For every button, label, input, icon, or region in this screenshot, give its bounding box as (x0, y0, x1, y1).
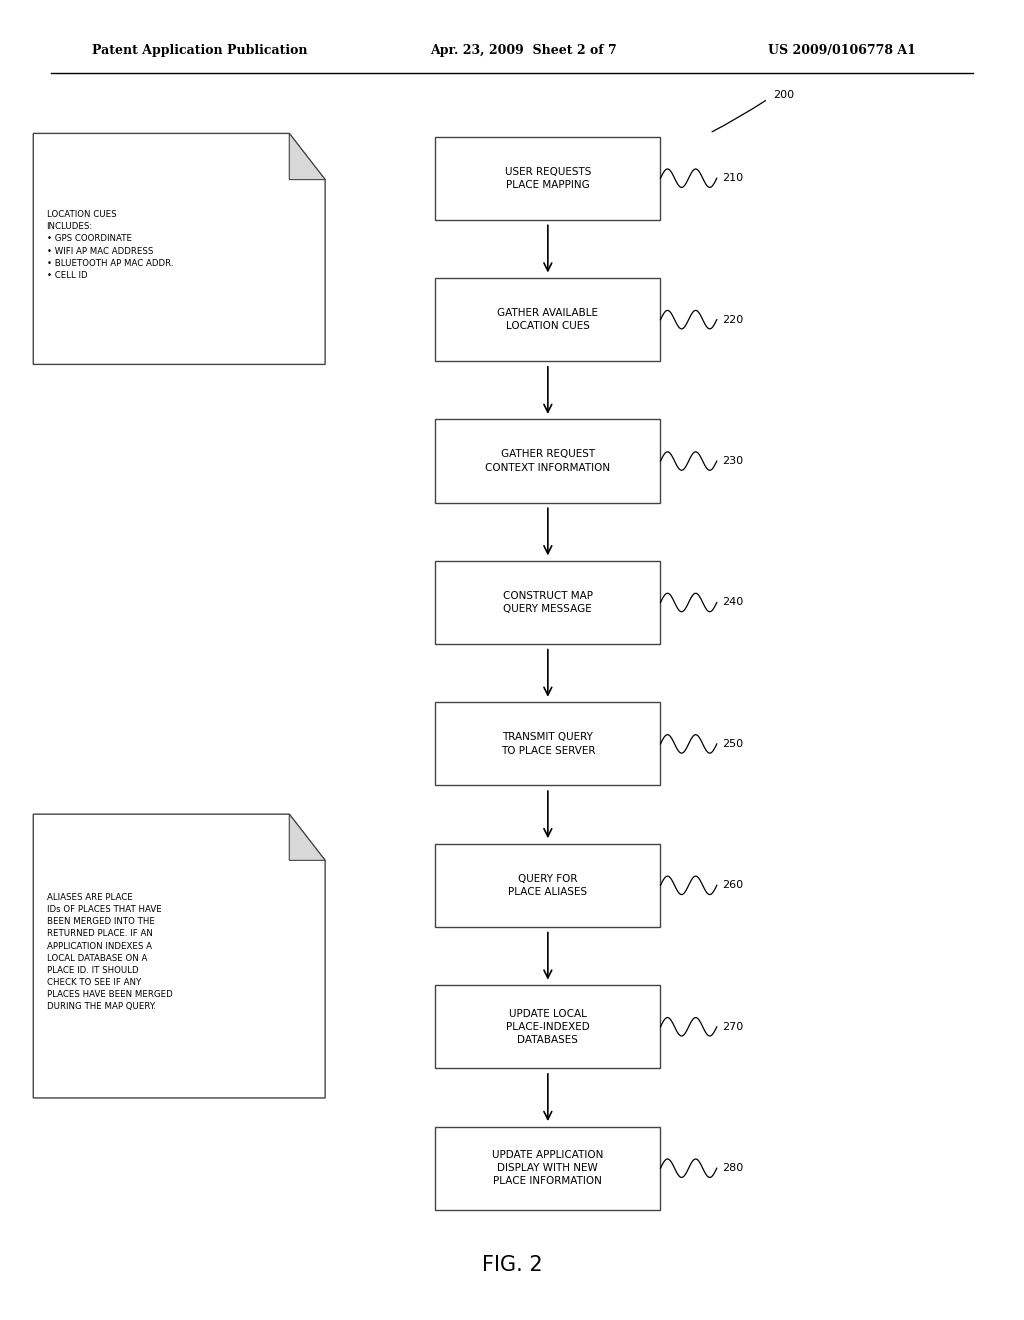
Text: 210: 210 (722, 173, 743, 183)
Text: 250: 250 (722, 739, 743, 748)
Text: 240: 240 (722, 598, 743, 607)
Text: UPDATE APPLICATION
DISPLAY WITH NEW
PLACE INFORMATION: UPDATE APPLICATION DISPLAY WITH NEW PLAC… (493, 1150, 603, 1187)
Text: 220: 220 (722, 314, 743, 325)
Text: GATHER REQUEST
CONTEXT INFORMATION: GATHER REQUEST CONTEXT INFORMATION (485, 449, 610, 473)
FancyBboxPatch shape (435, 136, 660, 219)
Text: Patent Application Publication: Patent Application Publication (92, 44, 307, 57)
FancyBboxPatch shape (435, 279, 660, 362)
PathPatch shape (289, 133, 326, 180)
Text: ALIASES ARE PLACE
IDs OF PLACES THAT HAVE
BEEN MERGED INTO THE
RETURNED PLACE. I: ALIASES ARE PLACE IDs OF PLACES THAT HAV… (47, 892, 172, 1011)
Text: 260: 260 (722, 880, 743, 891)
Text: 230: 230 (722, 455, 743, 466)
Text: 270: 270 (722, 1022, 743, 1032)
Text: 200: 200 (773, 90, 795, 100)
Text: LOCATION CUES
INCLUDES:
• GPS COORDINATE
• WIFI AP MAC ADDRESS
• BLUETOOTH AP MA: LOCATION CUES INCLUDES: • GPS COORDINATE… (47, 210, 173, 280)
Text: 280: 280 (722, 1163, 743, 1173)
FancyBboxPatch shape (435, 985, 660, 1068)
Text: CONSTRUCT MAP
QUERY MESSAGE: CONSTRUCT MAP QUERY MESSAGE (503, 591, 593, 614)
Text: TRANSMIT QUERY
TO PLACE SERVER: TRANSMIT QUERY TO PLACE SERVER (501, 733, 595, 755)
FancyBboxPatch shape (435, 843, 660, 927)
Text: FIG. 2: FIG. 2 (481, 1254, 543, 1275)
Text: USER REQUESTS
PLACE MAPPING: USER REQUESTS PLACE MAPPING (505, 166, 591, 190)
Text: US 2009/0106778 A1: US 2009/0106778 A1 (768, 44, 915, 57)
FancyBboxPatch shape (435, 702, 660, 785)
Text: Apr. 23, 2009  Sheet 2 of 7: Apr. 23, 2009 Sheet 2 of 7 (430, 44, 616, 57)
PathPatch shape (289, 814, 326, 861)
PathPatch shape (33, 814, 326, 1098)
Text: GATHER AVAILABLE
LOCATION CUES: GATHER AVAILABLE LOCATION CUES (498, 308, 598, 331)
FancyBboxPatch shape (435, 1127, 660, 1209)
FancyBboxPatch shape (435, 561, 660, 644)
Text: UPDATE LOCAL
PLACE-INDEXED
DATABASES: UPDATE LOCAL PLACE-INDEXED DATABASES (506, 1008, 590, 1045)
PathPatch shape (33, 133, 326, 364)
Text: QUERY FOR
PLACE ALIASES: QUERY FOR PLACE ALIASES (508, 874, 588, 898)
FancyBboxPatch shape (435, 420, 660, 503)
